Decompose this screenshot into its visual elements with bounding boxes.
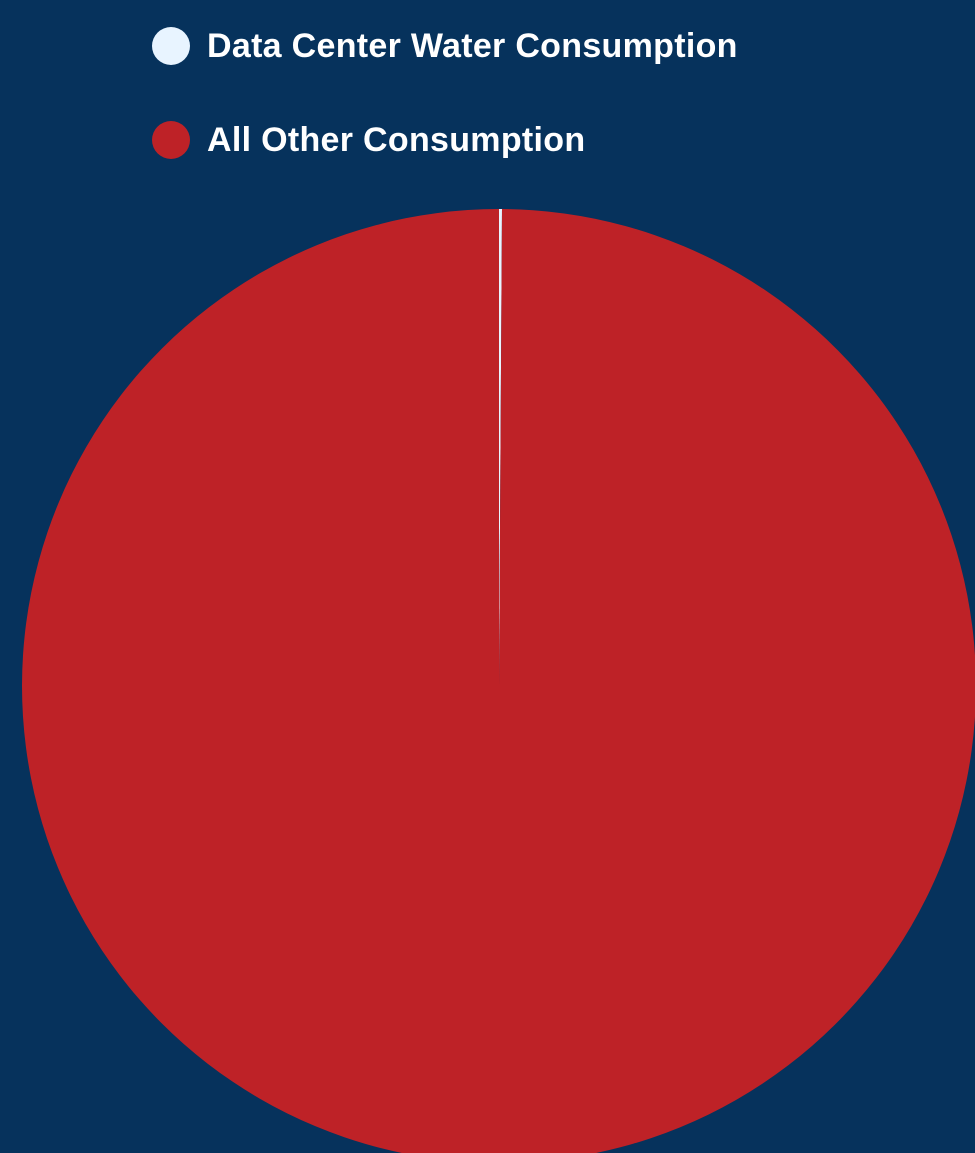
legend-item-all-other: All Other Consumption [152,120,585,160]
legend-item-data-center: Data Center Water Consumption [152,26,738,66]
legend-label-data-center: Data Center Water Consumption [207,27,738,65]
pie-slice-data-center [499,209,502,686]
legend-swatch-all-other [152,121,190,159]
pie-slice-all-other [22,209,975,1153]
legend-label-all-other: All Other Consumption [207,121,586,159]
legend-swatch-data-center [152,27,190,65]
